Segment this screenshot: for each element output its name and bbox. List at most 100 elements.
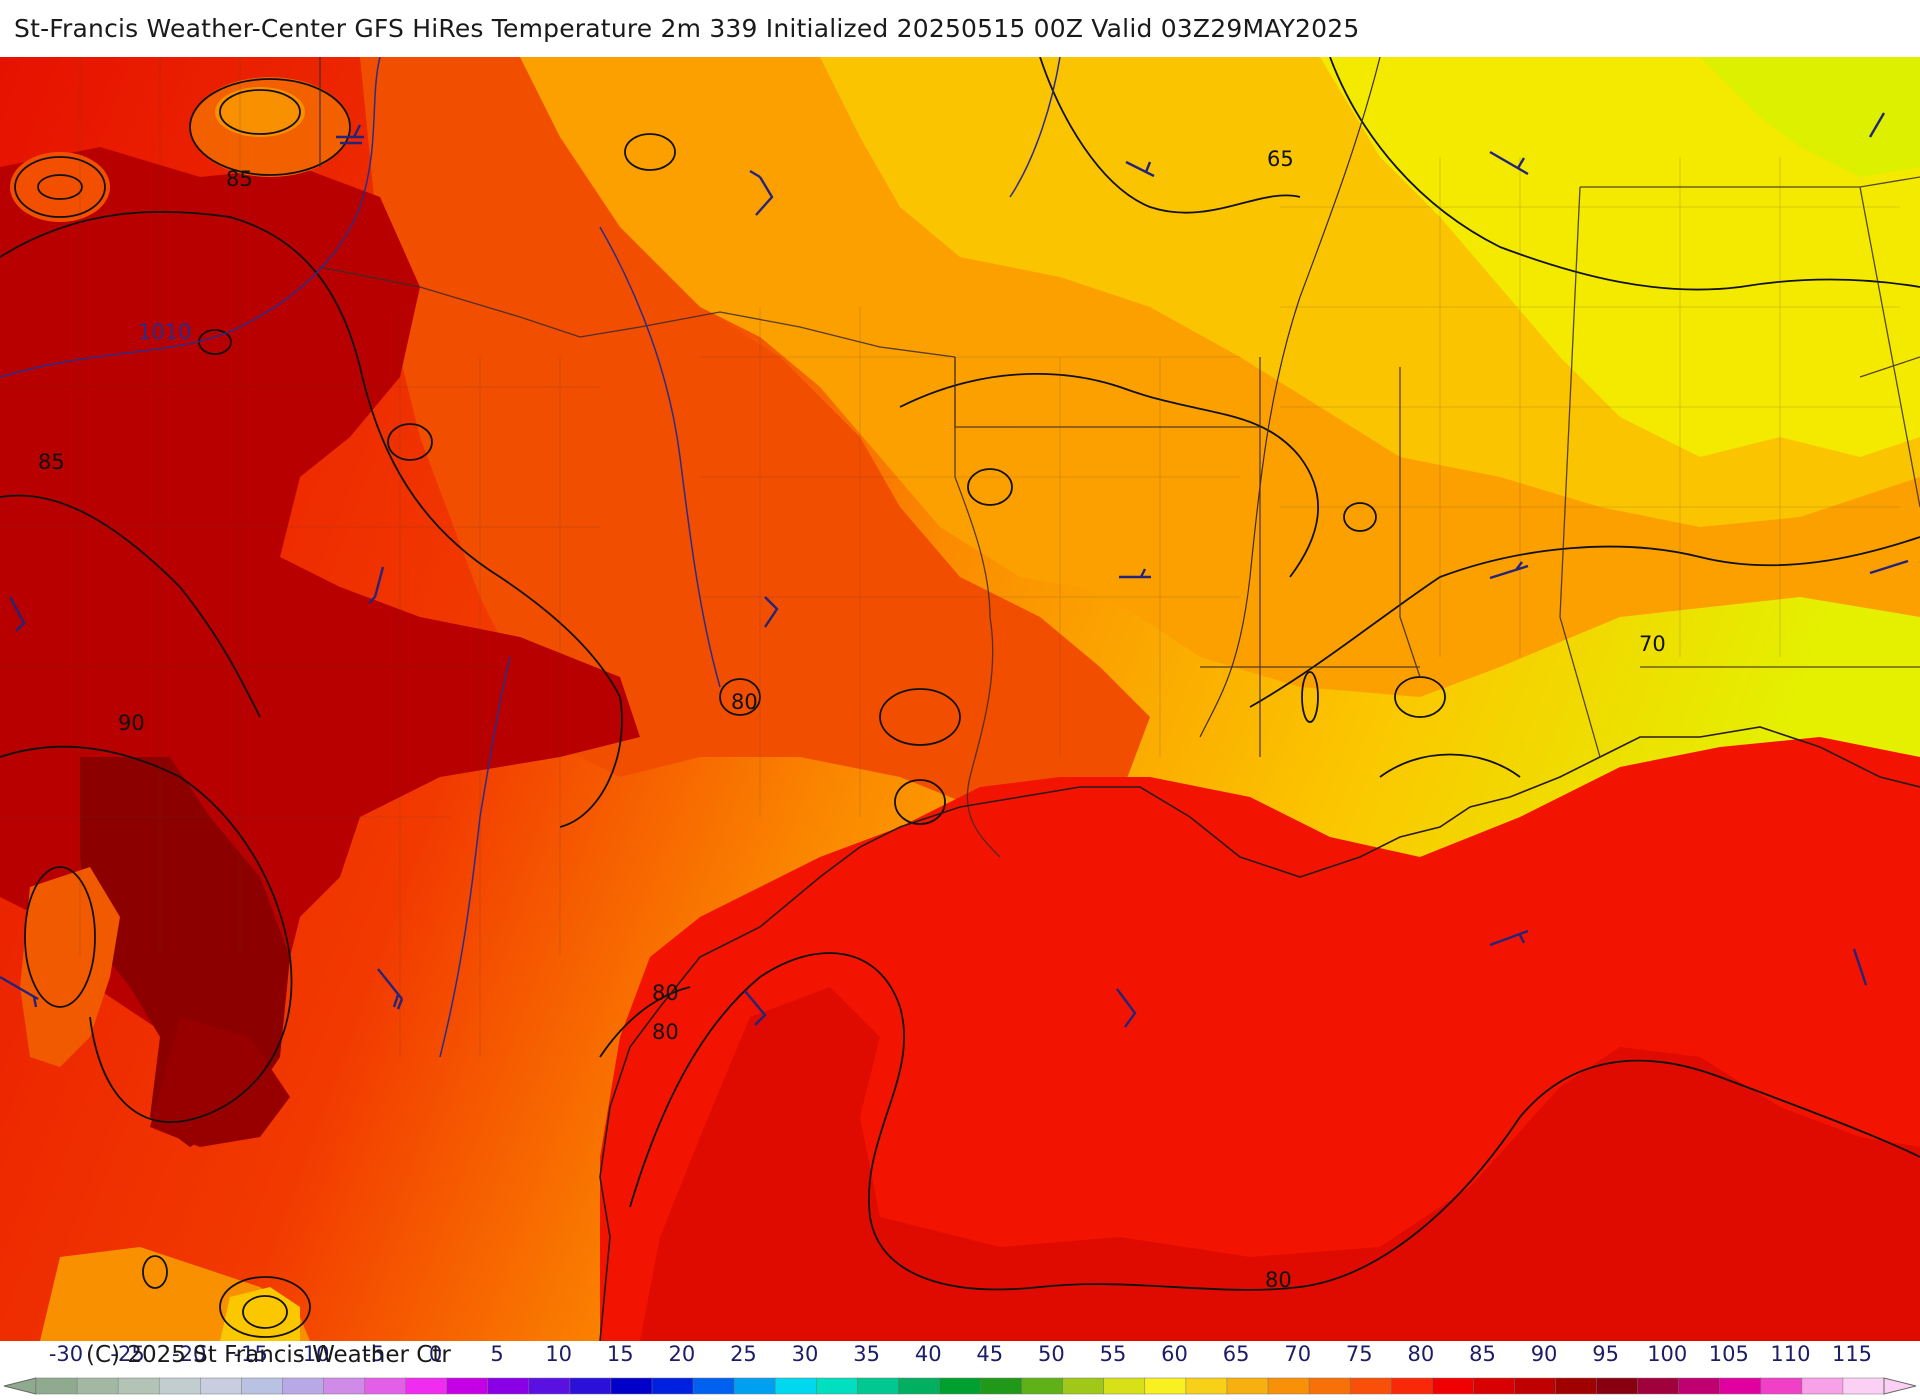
wind-barb-icon bbox=[1868, 112, 1886, 138]
wind-barb-icon bbox=[8, 596, 26, 632]
colorbar-swatch bbox=[1555, 1377, 1598, 1395]
colorbar-tick-label: 90 bbox=[1530, 1342, 1558, 1366]
colorbar-swatch bbox=[1801, 1377, 1844, 1395]
colorbar-swatch bbox=[528, 1377, 571, 1395]
colorbar-swatch bbox=[939, 1377, 982, 1395]
colorbar-tick-label: 55 bbox=[1099, 1342, 1127, 1366]
colorbar-swatch bbox=[1473, 1377, 1516, 1395]
wind-barb-icon bbox=[1489, 150, 1529, 176]
colorbar-swatch bbox=[35, 1377, 78, 1395]
colorbar-tick-label: 100 bbox=[1647, 1342, 1688, 1366]
colorbar-swatch bbox=[1678, 1377, 1721, 1395]
colorbar-tick-label: -5 bbox=[363, 1342, 385, 1366]
temperature-map[interactable]: 85 85 90 80 80 80 80 65 70 1010 bbox=[0, 57, 1920, 1341]
colorbar-tick-label: 30 bbox=[791, 1342, 819, 1366]
band-maroon-2 bbox=[150, 1017, 290, 1147]
colorbar-swatch bbox=[405, 1377, 448, 1395]
wind-barb-icon bbox=[336, 124, 364, 145]
contour-label: 80 bbox=[731, 690, 758, 714]
map-title: St-Francis Weather-Center GFS HiRes Temp… bbox=[14, 14, 1360, 43]
colorbar-tick-label: 5 bbox=[490, 1342, 504, 1366]
wind-barb-icon bbox=[1869, 559, 1909, 575]
contour-label: 90 bbox=[118, 711, 145, 735]
colorbar-tick-label: 65 bbox=[1222, 1342, 1250, 1366]
colorbar-swatch bbox=[241, 1377, 284, 1395]
contour-label: 80 bbox=[1265, 1268, 1292, 1292]
gulf-coastline bbox=[599, 726, 1920, 1341]
colorbar-swatch bbox=[1842, 1377, 1885, 1395]
wind-barb-icon bbox=[377, 968, 404, 1010]
temperature-contours bbox=[0, 57, 1920, 1338]
colorbar-swatch bbox=[200, 1377, 243, 1395]
colorbar-tick-label: 35 bbox=[853, 1342, 880, 1366]
colorbar-right-arrow bbox=[1883, 1377, 1917, 1395]
colorbar-swatch bbox=[1144, 1377, 1187, 1395]
colorbar-swatch bbox=[774, 1377, 818, 1395]
state-boundaries bbox=[319, 57, 1920, 858]
county-grid bbox=[0, 57, 1900, 1057]
colorbar-swatch bbox=[1062, 1377, 1105, 1395]
wind-barb-icon bbox=[1116, 988, 1137, 1028]
wind-barb-icon bbox=[744, 990, 767, 1026]
colorbar-swatch bbox=[816, 1377, 859, 1395]
wind-barb-icon bbox=[1852, 948, 1868, 986]
hot-spot-north-core bbox=[215, 87, 305, 137]
colorbar-tick-label: 115 bbox=[1831, 1342, 1873, 1366]
colorbar-swatch bbox=[980, 1377, 1023, 1395]
colorbar-tick-label: 85 bbox=[1469, 1342, 1496, 1366]
colorbar-swatch bbox=[1349, 1377, 1392, 1395]
colorbar-swatch bbox=[117, 1377, 160, 1395]
colorbar-tick-label: 70 bbox=[1284, 1342, 1312, 1366]
contour-label: 85 bbox=[226, 167, 253, 191]
colorbar-swatch bbox=[1514, 1377, 1557, 1395]
wind-barb-icon bbox=[1489, 929, 1529, 947]
copyright-text: (C) 2025 St Francis Weather Ctr bbox=[86, 1342, 451, 1368]
wind-barb-icon bbox=[0, 975, 39, 1008]
colorbar-tick-label: 75 bbox=[1345, 1342, 1373, 1366]
colorbar-swatch bbox=[1432, 1377, 1475, 1395]
colorbar-tick-label: 45 bbox=[976, 1342, 1004, 1366]
mississippi-river bbox=[1199, 57, 1381, 738]
colorbar-swatch bbox=[651, 1377, 694, 1395]
colorbar-swatch bbox=[1021, 1377, 1064, 1395]
band-yellow bbox=[1320, 57, 1920, 457]
colorbar-tick-label: 25 bbox=[730, 1342, 757, 1366]
wind-barb-icon bbox=[764, 596, 779, 628]
colorbar-tick-label: -30 bbox=[48, 1342, 84, 1366]
wind-barb-icon bbox=[1119, 568, 1151, 579]
colorbar-tick-label: 15 bbox=[606, 1342, 634, 1366]
band-red-orange bbox=[360, 57, 1150, 817]
colorbar-swatch bbox=[446, 1377, 489, 1395]
colorbar-tick-label: 110 bbox=[1770, 1342, 1811, 1366]
colorbar-swatch bbox=[1596, 1377, 1639, 1395]
colorbar-swatch bbox=[76, 1377, 119, 1395]
colorbar-tick-label: 0 bbox=[428, 1342, 443, 1366]
contour-label: 80 bbox=[652, 981, 679, 1005]
colorbar-swatch bbox=[323, 1377, 366, 1395]
wind-barb-icon bbox=[1489, 561, 1529, 580]
colorbar-tick-label: -15 bbox=[233, 1342, 268, 1366]
hot-spot-northwest bbox=[10, 152, 110, 222]
colorbar-swatch bbox=[487, 1377, 530, 1395]
wind-barbs bbox=[0, 112, 1909, 1028]
contour-label: 80 bbox=[652, 1020, 679, 1044]
colorbar-swatch bbox=[158, 1377, 202, 1395]
colorbar-swatch bbox=[1308, 1377, 1351, 1395]
colorbar-swatch bbox=[1719, 1377, 1762, 1395]
wind-barb-icon bbox=[368, 566, 385, 604]
isobar-label: 1010 bbox=[138, 320, 191, 344]
colorbar-swatch bbox=[1103, 1377, 1146, 1395]
gulf-deep-red bbox=[640, 987, 1920, 1341]
colorbar-tick-labels: -30 -25 -20 -15 -10 -5 0 5 10 15 20 25 30 35 40 45 50 55 6… bbox=[0, 1342, 1920, 1372]
colorbar-swatch bbox=[1637, 1377, 1680, 1395]
colorbar-swatch bbox=[1390, 1377, 1434, 1395]
colorbar-tick-label: -20 bbox=[172, 1342, 207, 1366]
contour-label: 85 bbox=[38, 450, 65, 474]
colorbar-tick-label: 40 bbox=[914, 1342, 942, 1366]
isobars bbox=[0, 57, 1061, 1058]
colorbar-tick-label: -10 bbox=[295, 1342, 330, 1366]
colorbar-swatch bbox=[364, 1377, 407, 1395]
wind-barb-icon bbox=[749, 169, 774, 216]
colorbar-tick-label: 105 bbox=[1708, 1342, 1749, 1366]
colorbar-swatch bbox=[282, 1377, 325, 1395]
